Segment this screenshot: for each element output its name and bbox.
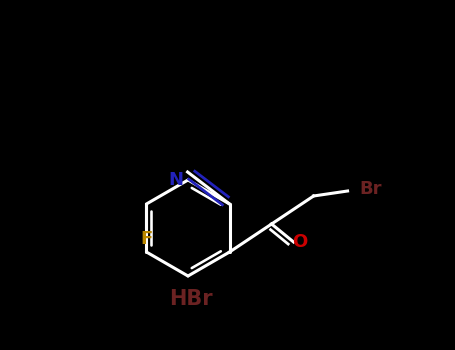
Text: F: F [140,230,152,248]
Text: HBr: HBr [169,289,213,309]
Text: O: O [292,233,307,251]
Text: Br: Br [359,180,382,198]
Text: N: N [168,171,183,189]
